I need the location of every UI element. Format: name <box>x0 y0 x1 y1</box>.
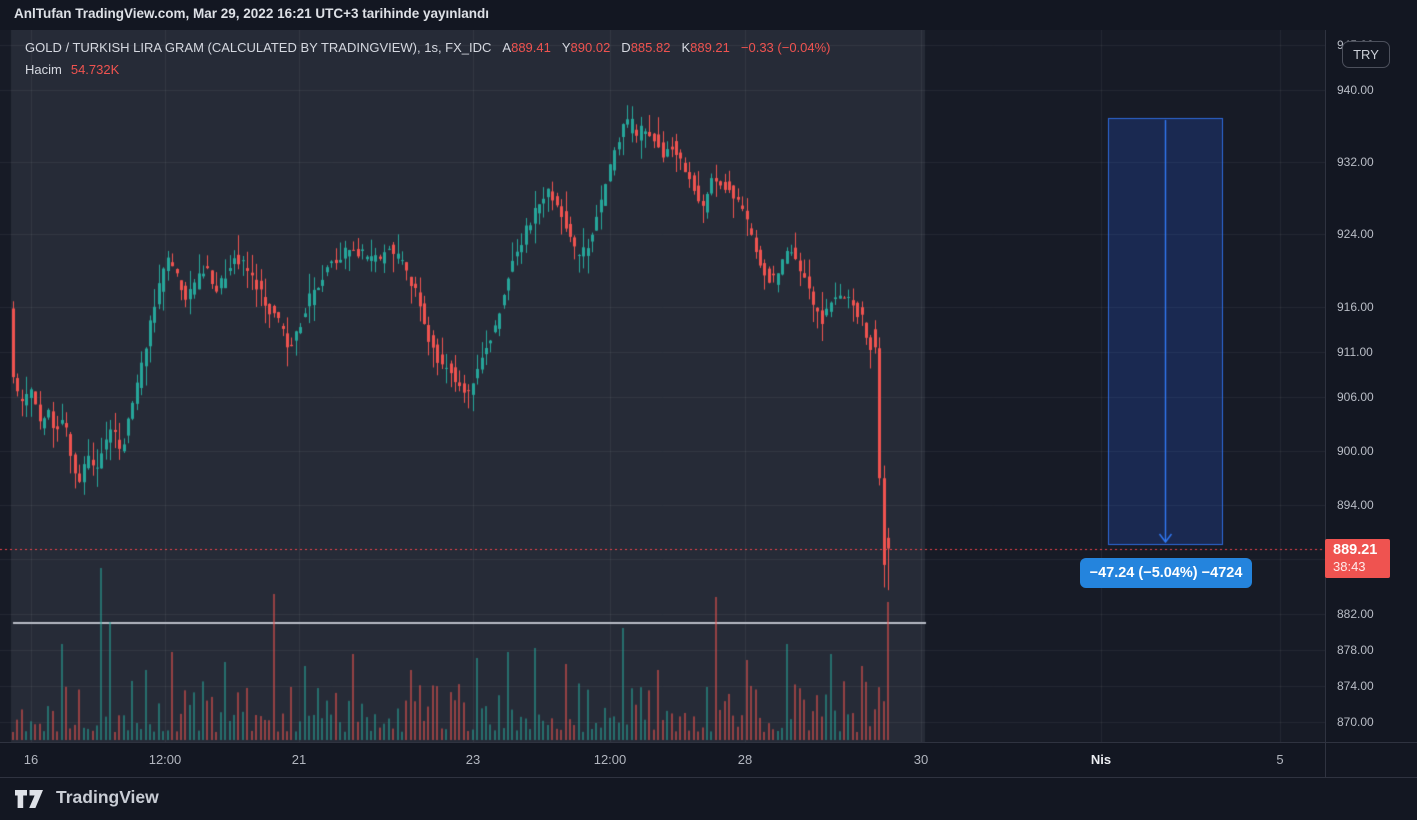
price-axis[interactable]: 870.00 874.00 878.00 882.00 894.00 900.00 906.… <box>1325 30 1417 742</box>
time-tick: 30 <box>913 752 929 767</box>
price-tick: 906.00 <box>1337 389 1374 404</box>
price-tick: 870.00 <box>1337 715 1374 729</box>
time-tick: 5 <box>1276 752 1284 767</box>
current-price-badge: 889.21 38:43 <box>1325 539 1390 578</box>
publication-text: AnlTufan TradingView.com, Mar 29, 2022 1… <box>14 6 490 21</box>
bar-countdown: 38:43 <box>1333 559 1366 574</box>
price-tick: 900.00 <box>1337 444 1374 459</box>
price-tick: 878.00 <box>1337 642 1374 657</box>
price-tick: 940.00 <box>1337 83 1374 97</box>
footer-bar: TradingView <box>0 778 1417 820</box>
price-tick: 916.00 <box>1337 299 1374 314</box>
price-tick: 874.00 <box>1337 678 1374 693</box>
candlestick-chart-canvas[interactable] <box>0 30 1325 742</box>
time-tick: 28 <box>737 752 753 767</box>
time-tick: 12:00 <box>148 752 182 767</box>
current-price: 889.21 <box>1333 542 1378 558</box>
tradingview-logo-icon[interactable] <box>14 789 48 809</box>
tradingview-brand[interactable]: TradingView <box>56 787 159 807</box>
publication-bar: AnlTufan TradingView.com, Mar 29, 2022 1… <box>0 0 1417 30</box>
price-tick: 932.00 <box>1337 155 1374 170</box>
chart-stage: GOLD / TURKISH LIRA GRAM (CALCULATED BY … <box>0 30 1417 778</box>
measurement-label: −47.24 (−5.04%) −4724 <box>1080 558 1252 588</box>
currency-badge[interactable]: TRY <box>1342 41 1390 68</box>
axis-corner-divider <box>1325 743 1326 777</box>
time-tick: 21 <box>291 752 307 767</box>
price-tick: 882.00 <box>1337 606 1374 621</box>
time-tick: 23 <box>465 752 481 767</box>
price-tick: 924.00 <box>1337 227 1374 242</box>
price-tick: 911.00 <box>1337 344 1373 359</box>
time-axis[interactable]: 16 12:00 21 23 12:00 28 30 Nis 5 <box>0 742 1417 778</box>
time-tick: 12:00 <box>593 752 627 767</box>
time-tick: Nis <box>1090 752 1112 767</box>
time-tick: 16 <box>23 752 39 767</box>
price-tick: 894.00 <box>1337 498 1374 513</box>
